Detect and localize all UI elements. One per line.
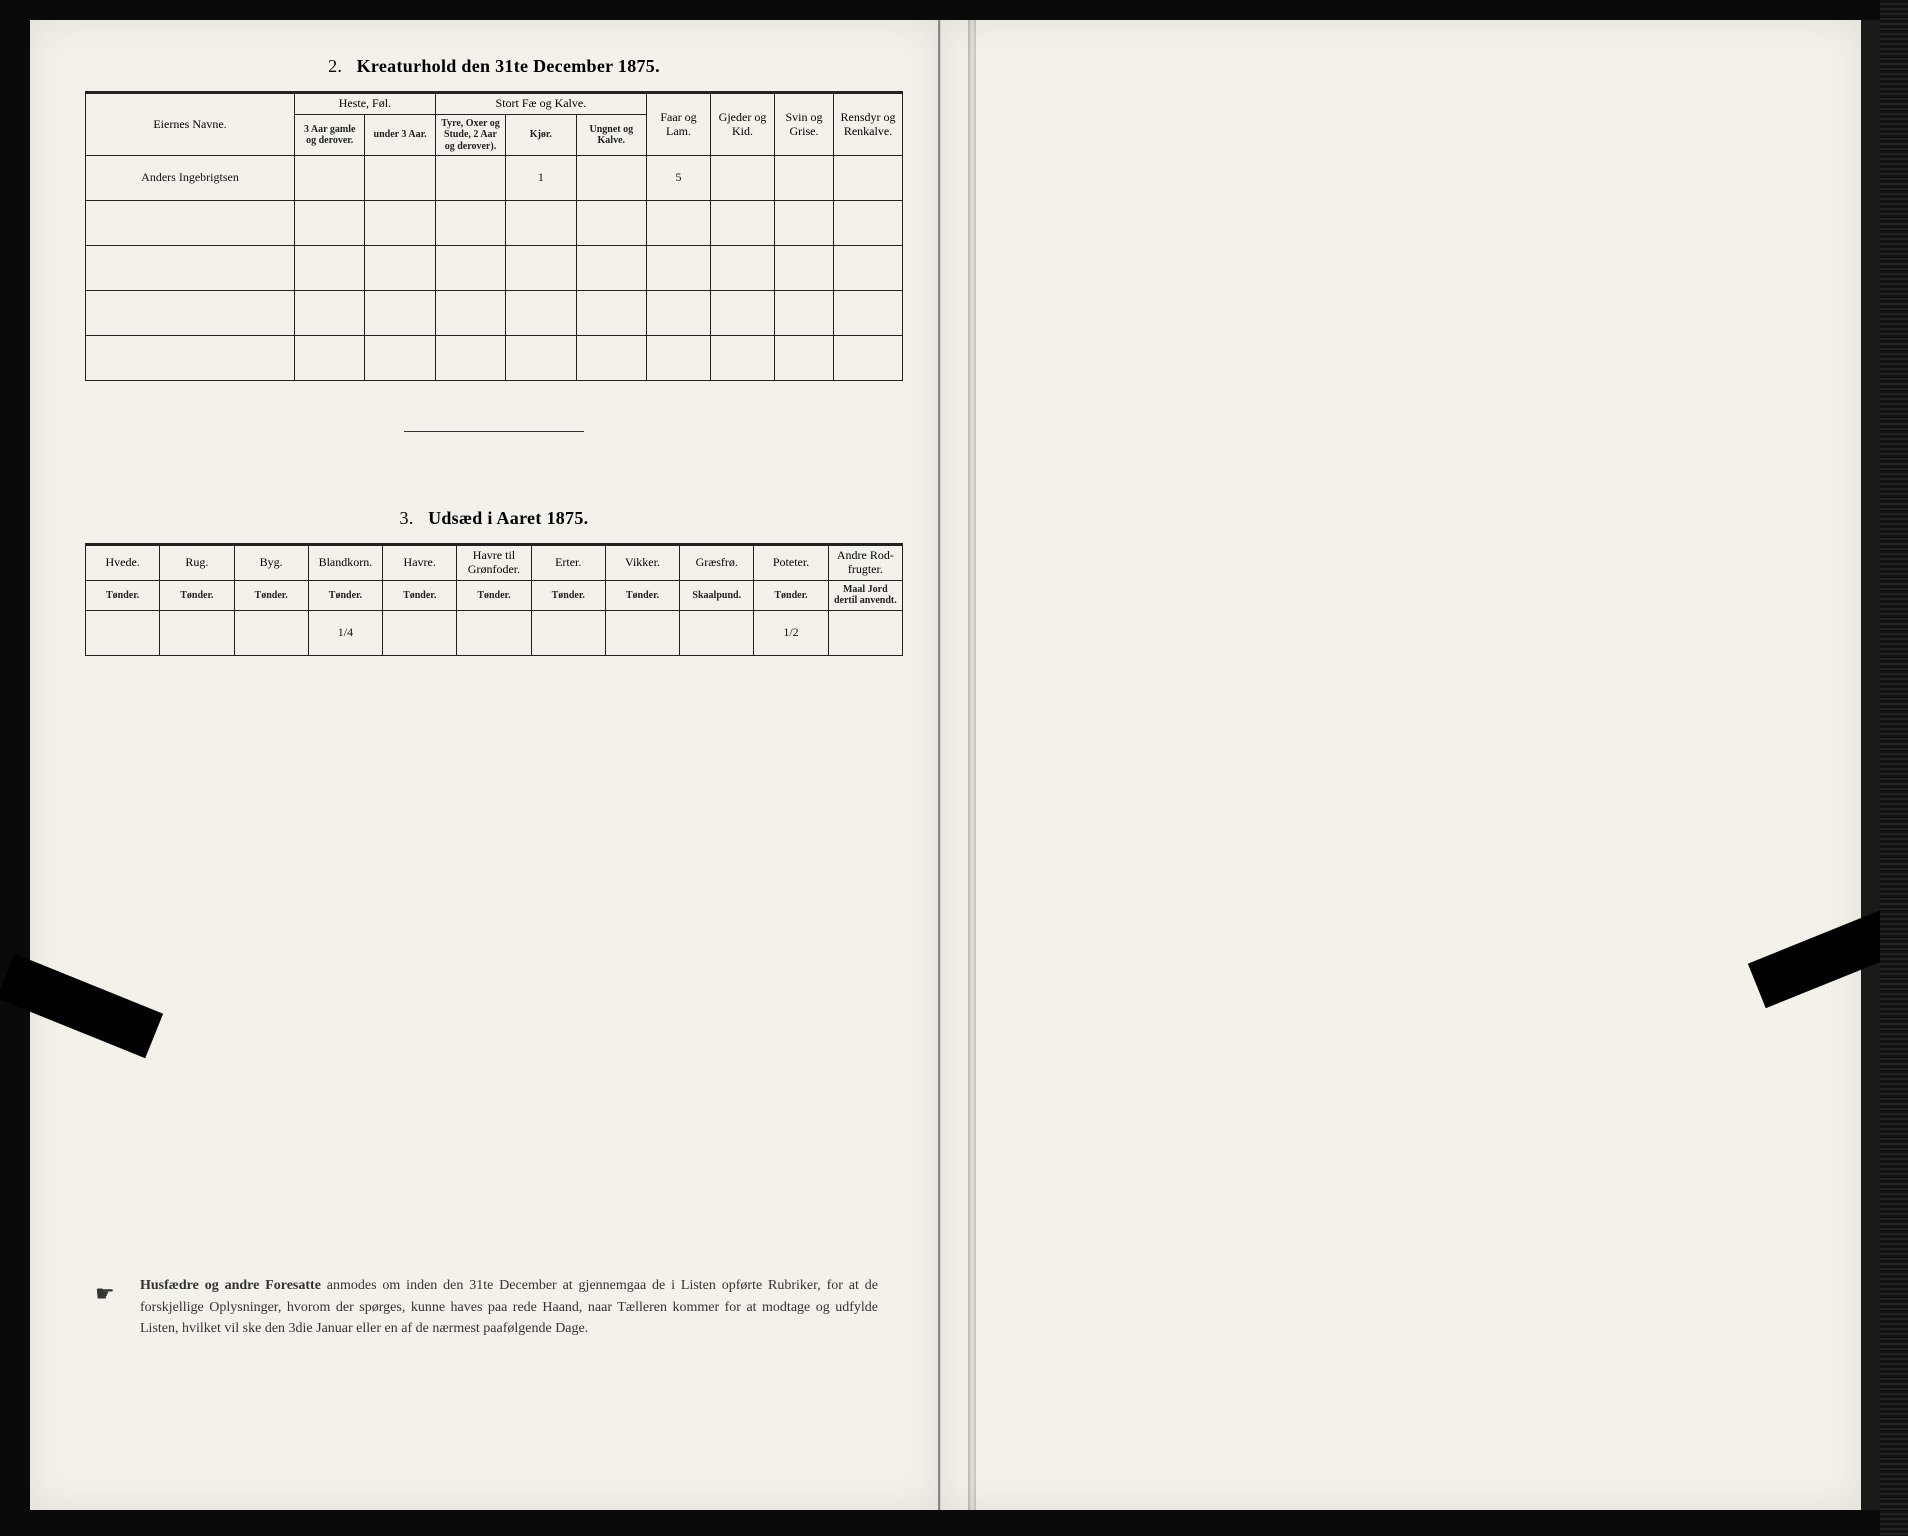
seed-cell <box>234 610 308 655</box>
table-row <box>86 291 903 336</box>
section2-number: 2. <box>328 56 342 76</box>
section3-title: 3. Udsæd i Aaret 1875. <box>85 502 903 543</box>
seed-cell: 1/4 <box>308 610 382 655</box>
seed-col-name: Vikker. <box>605 546 679 581</box>
section-divider <box>404 431 584 432</box>
seed-col-unit: Tønder. <box>86 580 160 610</box>
seed-col-unit: Skaalpund. <box>680 580 754 610</box>
col-cattle-sub2: Kjør. <box>506 114 576 156</box>
seed-col-name: Byg. <box>234 546 308 581</box>
section3-number: 3. <box>400 508 414 528</box>
seed-cell <box>531 610 605 655</box>
seed-cell <box>86 610 160 655</box>
right-page <box>940 20 1861 1510</box>
scanned-book: 2. Kreaturhold den 31te December 1875. E… <box>30 20 1880 1510</box>
seed-table: Hvede.Rug.Byg.Blandkorn.Havre.Havre til … <box>85 545 903 656</box>
col-cattle-sub3: Ungnet og Kalve. <box>576 114 646 156</box>
seed-col-name: Blandkorn. <box>308 546 382 581</box>
seed-col-name: Havre til Grønfoder. <box>457 546 531 581</box>
book-edge <box>1880 0 1908 1536</box>
cell <box>295 156 365 201</box>
seed-cell: 1/2 <box>754 610 828 655</box>
binder-clip-icon <box>0 954 163 1058</box>
seed-cell <box>605 610 679 655</box>
col-cattle: Stort Fæ og Kalve. <box>435 94 646 115</box>
seed-col-unit: Tønder. <box>754 580 828 610</box>
seed-col-unit: Tønder. <box>457 580 531 610</box>
col-horses: Heste, Føl. <box>295 94 436 115</box>
cell <box>576 156 646 201</box>
pointing-hand-icon: ☛ <box>95 1277 115 1311</box>
seed-col-name: Havre. <box>383 546 457 581</box>
seed-col-name: Andre Rod-frugter. <box>828 546 902 581</box>
table-row: 1/4 1/2 <box>86 610 903 655</box>
table-row <box>86 246 903 291</box>
col-pigs: Svin og Grise. <box>775 94 834 156</box>
cell <box>711 156 775 201</box>
table-row <box>86 201 903 246</box>
seed-col-unit: Tønder. <box>308 580 382 610</box>
seed-cell <box>828 610 902 655</box>
seed-col-name: Poteter. <box>754 546 828 581</box>
table-row: Anders Ingebrigtsen 1 5 <box>86 156 903 201</box>
col-owner: Eiernes Navne. <box>86 94 295 156</box>
seed-cell <box>383 610 457 655</box>
seed-col-unit: Tønder. <box>160 580 234 610</box>
seed-col-name: Græsfrø. <box>680 546 754 581</box>
cell-owner: Anders Ingebrigtsen <box>86 156 295 201</box>
col-cattle-sub1: Tyre, Oxer og Stude, 2 Aar og derover). <box>435 114 505 156</box>
seed-col-unit: Tønder. <box>234 580 308 610</box>
cell-kjor: 1 <box>506 156 576 201</box>
cell <box>775 156 834 201</box>
footer-note: ☛ Husfædre og andre Foresatte anmodes om… <box>140 1275 878 1340</box>
livestock-table: Eiernes Navne. Heste, Føl. Stort Fæ og K… <box>85 93 903 381</box>
col-horses-sub2: under 3 Aar. <box>365 114 435 156</box>
col-sheep: Faar og Lam. <box>647 94 711 156</box>
seed-col-unit: Tønder. <box>605 580 679 610</box>
cell <box>435 156 505 201</box>
seed-cell <box>457 610 531 655</box>
seed-col-name: Rug. <box>160 546 234 581</box>
seed-cell <box>680 610 754 655</box>
col-horses-sub1: 3 Aar gamle og derover. <box>295 114 365 156</box>
section3-title-text: Udsæd i Aaret 1875. <box>428 508 588 528</box>
left-page: 2. Kreaturhold den 31te December 1875. E… <box>30 20 940 1510</box>
seed-col-name: Erter. <box>531 546 605 581</box>
cell <box>834 156 903 201</box>
table-row <box>86 336 903 381</box>
seed-col-unit: Tønder. <box>531 580 605 610</box>
col-goats: Gjeder og Kid. <box>711 94 775 156</box>
book-spine <box>968 20 976 1510</box>
section2-title: 2. Kreaturhold den 31te December 1875. <box>85 50 903 91</box>
seed-col-unit: Maal Jord dertil anvendt. <box>828 580 902 610</box>
col-reindeer: Rensdyr og Renkalve. <box>834 94 903 156</box>
cell-faar: 5 <box>647 156 711 201</box>
seed-col-unit: Tønder. <box>383 580 457 610</box>
seed-cell <box>160 610 234 655</box>
section2-title-text: Kreaturhold den 31te December 1875. <box>357 56 660 76</box>
footer-lead: Husfædre og andre Foresatte <box>140 1278 321 1293</box>
seed-col-name: Hvede. <box>86 546 160 581</box>
cell <box>365 156 435 201</box>
